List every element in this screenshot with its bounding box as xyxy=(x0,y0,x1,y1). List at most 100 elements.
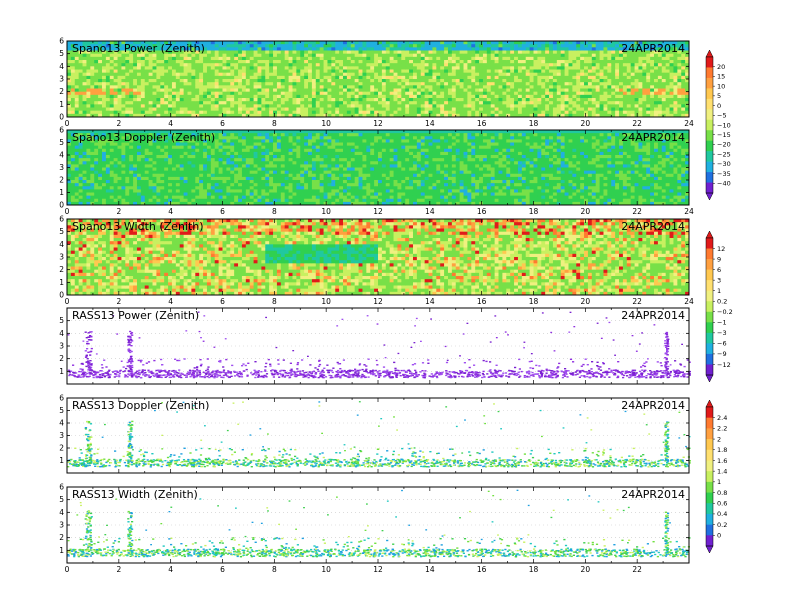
colorbar-swatch xyxy=(706,364,713,376)
colorbar-swatch xyxy=(706,88,713,100)
colorbar-B: 12 9 6 3 1 0.2 −0.2 −1 −3 −6 −9 −12 xyxy=(705,230,733,383)
colorbar-arrow-top xyxy=(705,230,714,239)
y-tick-label: 5 xyxy=(59,227,64,236)
x-tick-label: 20 xyxy=(581,119,591,128)
y-tick-label: 0 xyxy=(59,291,64,300)
x-tick-label: 24 xyxy=(684,207,694,216)
colorbar-label: 3 xyxy=(717,276,721,284)
x-tick-label: 24 xyxy=(684,119,694,128)
x-tick-label: 24 xyxy=(684,297,694,306)
colorbar-label: −3 xyxy=(717,329,727,337)
y-tick-label: 2 xyxy=(59,87,64,96)
y-tick-label: 2 xyxy=(59,533,64,542)
y-tick-label: 1 xyxy=(59,188,64,197)
panel-date: 24APR2014 xyxy=(621,399,685,412)
x-tick-label: 14 xyxy=(425,207,435,216)
panel-date: 24APR2014 xyxy=(621,488,685,501)
colorbar-swatch xyxy=(706,417,713,429)
colorbar-label: −5 xyxy=(717,112,727,120)
y-tick-label: 0 xyxy=(59,201,64,210)
colorbar-swatch xyxy=(706,248,713,260)
y-tick-label: 4 xyxy=(59,508,64,517)
colorbar-label: 5 xyxy=(717,92,721,100)
x-tick-label: 18 xyxy=(529,207,539,216)
y-tick-label: 3 xyxy=(59,521,64,530)
colorbar-swatch xyxy=(706,119,713,131)
colorbar-arrow-bottom xyxy=(705,374,714,383)
y-tick-label: 3 xyxy=(59,163,64,172)
colorbar-swatch xyxy=(706,98,713,110)
panel-title: RASS13 Width (Zenith) xyxy=(72,488,198,501)
x-tick-label: 0 xyxy=(65,297,70,306)
colorbar-swatch xyxy=(706,513,713,525)
y-tick-label: 5 xyxy=(59,406,64,415)
colorbar-swatch xyxy=(706,460,713,472)
x-tick-label: 12 xyxy=(373,207,383,216)
colorbar-label: 9 xyxy=(717,255,721,263)
x-tick-label: 22 xyxy=(632,565,642,574)
colorbar-swatch xyxy=(706,503,713,515)
colorbar-label: 0 xyxy=(717,102,721,110)
y-tick-label: 2 xyxy=(59,265,64,274)
x-tick-label: 8 xyxy=(272,207,277,216)
colorbar-swatch xyxy=(706,311,713,323)
colorbar-label: 1 xyxy=(717,287,721,295)
x-tick-label: 2 xyxy=(116,297,121,306)
x-tick-label: 4 xyxy=(168,119,173,128)
y-tick-label: 6 xyxy=(59,126,64,135)
panel-4: 1 2 3 4 5 6 RASS13 Doppler (Zenith) 24APR2014 xyxy=(59,394,691,474)
y-tick-label: 5 xyxy=(59,49,64,58)
colorbar-label: 0.4 xyxy=(717,510,727,518)
y-tick-label: 4 xyxy=(59,62,64,71)
colorbar-arrow-top xyxy=(705,49,714,58)
x-tick-label: 22 xyxy=(632,207,642,216)
colorbar-label: 0.8 xyxy=(717,489,727,497)
y-tick-label: 2 xyxy=(59,176,64,185)
colorbar-label: −12 xyxy=(717,361,731,369)
x-tick-label: 10 xyxy=(321,297,331,306)
colorbar-label: −1 xyxy=(717,319,727,327)
x-tick-label: 16 xyxy=(477,207,487,216)
x-tick-label: 14 xyxy=(425,297,435,306)
colorbar-swatch xyxy=(706,471,713,483)
colorbar-label: −20 xyxy=(717,141,731,149)
colorbar-swatch xyxy=(706,57,713,68)
colorbar-arrow-top xyxy=(705,399,714,408)
colorbar-swatch xyxy=(706,439,713,451)
colorbar-label: −6 xyxy=(717,340,727,348)
x-tick-label: 14 xyxy=(425,565,435,574)
x-tick-label: 10 xyxy=(321,565,331,574)
colorbar-label: −30 xyxy=(717,160,731,168)
x-tick-label: 10 xyxy=(321,207,331,216)
y-tick-label: 1 xyxy=(59,100,64,109)
x-tick-label: 6 xyxy=(220,565,225,574)
x-tick-label: 4 xyxy=(168,565,173,574)
y-tick-label: 5 xyxy=(59,495,64,504)
y-tick-label: 5 xyxy=(59,316,64,325)
x-tick-label: 2 xyxy=(116,119,121,128)
colorbar-swatch xyxy=(706,172,713,183)
y-tick-label: 1 xyxy=(59,367,64,376)
x-tick-label: 16 xyxy=(477,297,487,306)
y-tick-label: 1 xyxy=(59,456,64,465)
y-tick-label: 6 xyxy=(59,483,64,492)
x-tick-label: 6 xyxy=(220,297,225,306)
x-tick-label: 8 xyxy=(272,297,277,306)
colorbar-label: −25 xyxy=(717,150,731,158)
x-tick-label: 0 xyxy=(65,565,70,574)
x-tick-label: 2 xyxy=(116,565,121,574)
x-tick-label: 22 xyxy=(632,119,642,128)
colorbar-swatch xyxy=(706,238,713,249)
colorbar-label: −15 xyxy=(717,131,731,139)
colorbar-label: 10 xyxy=(717,82,725,90)
x-tick-label: 4 xyxy=(168,297,173,306)
colorbar-swatch xyxy=(706,67,713,79)
x-tick-label: 8 xyxy=(272,119,277,128)
x-tick-label: 20 xyxy=(581,207,591,216)
colorbar-swatch xyxy=(706,290,713,302)
y-tick-label: 3 xyxy=(59,253,64,262)
colorbar-swatch xyxy=(706,343,713,355)
colorbar-label: 1.8 xyxy=(717,446,727,454)
